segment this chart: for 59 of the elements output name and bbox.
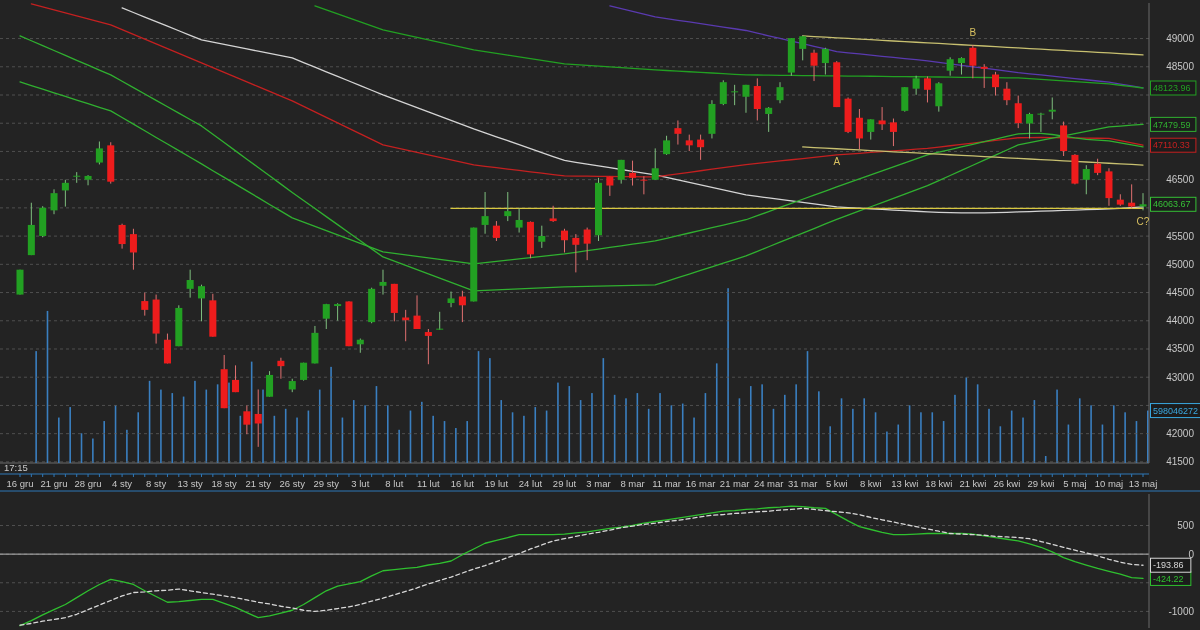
x-tick-label: 13 sty (177, 478, 204, 490)
y-tick-label: 45000 (1166, 258, 1195, 270)
data-label: 47479.59 (1153, 119, 1191, 130)
x-tick-label: 21 gru (40, 478, 68, 490)
y-tick-label: 49000 (1166, 33, 1195, 45)
y-tick-label: 44000 (1166, 315, 1195, 327)
x-tick-label: 3 lut (351, 478, 370, 490)
y-tick-label: 48500 (1166, 61, 1195, 73)
y-tick-label: -1000 (1168, 605, 1195, 617)
x-tick-label: 18 sty (211, 478, 238, 490)
x-tick-label: 21 kwi (959, 478, 987, 490)
x-tick-label: 21 sty (245, 478, 272, 490)
x-tick-label: 16 gru (6, 478, 34, 490)
y-tick-label: 46500 (1166, 174, 1195, 186)
x-tick-label: 8 mar (620, 478, 645, 490)
x-tick-label: 5 maj (1063, 478, 1087, 490)
x-tick-label: 8 kwi (859, 478, 882, 490)
y-tick-label: 42000 (1166, 428, 1195, 440)
x-tick-label: 24 mar (753, 478, 784, 490)
data-label: -193.86 (1153, 560, 1184, 571)
x-tick-label: 29 lut (552, 478, 577, 490)
data-label: 47110.33 (1153, 140, 1190, 151)
x-tick-label: 26 kwi (993, 478, 1021, 490)
text: 46063.67 (1153, 199, 1191, 210)
x-tick-label: 16 lut (450, 478, 475, 490)
x-tick-label: 28 gru (74, 478, 102, 490)
x-tick-label: 26 sty (279, 478, 306, 490)
x-tick-label: 11 lut (417, 478, 440, 490)
x-tick-label: 5 kwi (825, 478, 848, 490)
y-tick-label: 45500 (1166, 230, 1195, 242)
x-tick-label: 19 lut (484, 478, 509, 490)
y-tick-label: 500 (1177, 520, 1195, 531)
x-tick-label: 16 mar (685, 478, 716, 490)
x-tick-label: 24 lut (518, 478, 543, 490)
annotation: B (969, 26, 977, 38)
x-tick-label: 21 mar (719, 478, 750, 490)
x-tick-label: 18 kwi (925, 478, 953, 490)
x-tick-label: 3 mar (586, 478, 611, 490)
text: 598046272 (1153, 405, 1199, 416)
x-tick-label: 31 mar (787, 478, 818, 490)
annotation: A (833, 156, 841, 168)
data-label: -424.22 (1153, 573, 1184, 584)
x-tick-label: 11 mar (652, 478, 682, 490)
x-tick-label: 13 maj (1128, 478, 1158, 490)
x-tick-label: 10 maj (1094, 478, 1124, 490)
y-tick-label: 0 (1188, 548, 1195, 560)
y-tick-label: 44500 (1166, 287, 1195, 299)
data-label: 48123.96 (1153, 83, 1191, 94)
annotation: 17:15 (4, 462, 28, 474)
x-tick-label: 29 kwi (1027, 478, 1055, 490)
x-tick-label: 4 sty (112, 478, 133, 490)
y-tick-label: 41500 (1166, 456, 1195, 468)
y-tick-label: 43500 (1166, 343, 1195, 355)
x-tick-label: 13 kwi (891, 478, 919, 490)
x-tick-label: 8 sty (146, 478, 167, 490)
x-tick-label: 8 lut (385, 478, 404, 490)
y-tick-label: 43000 (1166, 371, 1195, 383)
x-tick-label: 29 sty (313, 478, 340, 490)
annotation: C? (1136, 215, 1150, 227)
